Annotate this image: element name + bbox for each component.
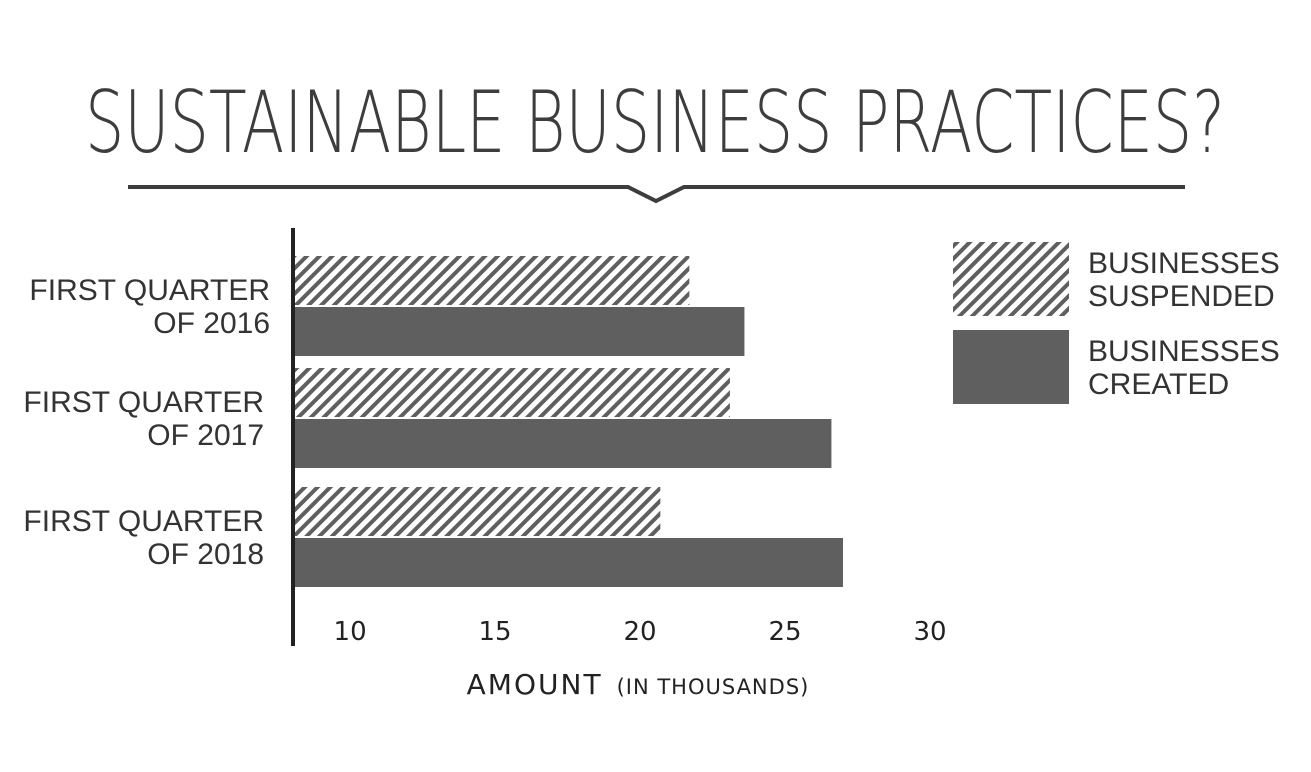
x-axis-label: AMOUNT (IN THOUSANDS) [467, 668, 810, 701]
category-label-2-line-1: FIRST QUARTER [23, 386, 264, 419]
x-tick-label-25: 25 [768, 617, 801, 647]
legend-label-created-line-1: BUSINESSES [1088, 335, 1280, 368]
legend-swatch-suspended [953, 242, 1069, 316]
x-axis-label-main: AMOUNT [467, 668, 603, 701]
category-label-1-line-2: OF 2016 [153, 307, 270, 340]
category-label-2-line-2: OF 2017 [147, 419, 264, 452]
bar-created-2 [295, 419, 832, 468]
x-axis-label-sub: (IN THOUSANDS) [617, 675, 810, 699]
legend-swatch-created [953, 330, 1069, 404]
bar-created-3 [295, 538, 844, 587]
bars-group [295, 256, 844, 587]
category-label-1-line-1: FIRST QUARTER [29, 274, 270, 307]
x-tick-label-30: 30 [913, 617, 946, 647]
x-tick-label-15: 15 [479, 617, 512, 647]
bar-created-1 [295, 307, 745, 356]
legend-label-suspended-line-1: BUSINESSES [1088, 247, 1280, 280]
chart-title: SUSTAINABLE BUSINESS PRACTICES? [85, 73, 1225, 173]
bar-suspended-2 [295, 368, 730, 417]
x-tick-labels: 10 15 20 25 30 [334, 617, 947, 647]
category-label-3-line-2: OF 2018 [147, 538, 264, 571]
legend-label-created-line-2: CREATED [1088, 368, 1229, 401]
bar-suspended-3 [295, 487, 661, 536]
title-divider [128, 185, 1185, 204]
x-tick-label-20: 20 [623, 617, 656, 647]
category-label-3-line-1: FIRST QUARTER [23, 505, 264, 538]
bar-suspended-1 [295, 256, 690, 305]
x-tick-label-10: 10 [334, 617, 367, 647]
legend-label-suspended-line-2: SUSPENDED [1088, 280, 1275, 313]
